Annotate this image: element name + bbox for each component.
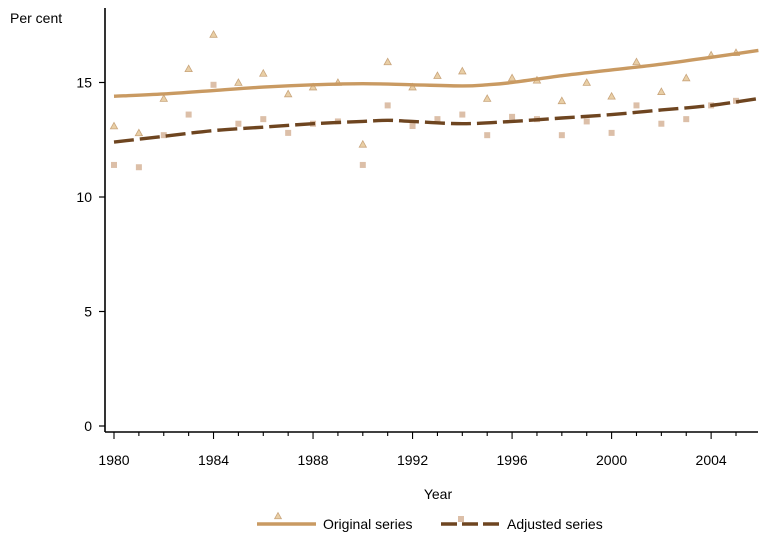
point-original	[582, 78, 591, 86]
point-original	[234, 78, 243, 86]
point-adjusted	[409, 123, 416, 130]
point-original	[209, 29, 218, 38]
axes: 0 5 10 15 1980 1984 1988 1992 1996 2000 2004	[76, 8, 758, 468]
point-adjusted	[111, 161, 117, 168]
trend-line-adjusted	[113, 96, 759, 144]
point-adjusted	[160, 132, 167, 139]
x-tick-label: 1992	[397, 452, 428, 468]
point-adjusted	[509, 113, 516, 120]
legend: Original series Adjusted series	[257, 511, 603, 532]
point-original	[482, 94, 492, 102]
point-adjusted	[683, 116, 690, 123]
legend-label: Adjusted series	[507, 516, 603, 532]
y-tick-label: 10	[76, 189, 92, 205]
point-adjusted	[285, 129, 292, 136]
x-tick-label: 1988	[297, 452, 328, 468]
x-tick-label: 2000	[596, 452, 627, 468]
x-tick-label: 1996	[497, 452, 528, 468]
point-original	[657, 87, 666, 95]
point-adjusted	[633, 102, 640, 109]
point-adjusted	[260, 116, 267, 123]
point-adjusted	[658, 120, 665, 127]
point-adjusted	[384, 102, 391, 109]
y-tick-label: 15	[76, 75, 92, 91]
legend-marker-triangle	[273, 511, 283, 520]
point-original	[159, 94, 169, 102]
point-adjusted	[185, 111, 192, 118]
legend-item-1: Original series	[257, 511, 412, 532]
point-original	[557, 96, 567, 105]
x-axis-label: Year	[424, 486, 453, 502]
point-original	[458, 66, 467, 75]
point-adjusted	[434, 116, 441, 123]
point-adjusted	[135, 164, 142, 171]
series-1	[109, 29, 759, 148]
point-adjusted	[558, 132, 565, 139]
x-tick-label: 1980	[98, 452, 129, 468]
point-original	[109, 121, 119, 130]
x-tick-label: 2004	[696, 452, 727, 468]
point-original	[433, 71, 442, 79]
point-adjusted	[459, 111, 466, 118]
point-adjusted	[210, 81, 217, 88]
point-original	[632, 57, 641, 66]
point-original	[383, 57, 392, 66]
trend-line-original	[113, 48, 759, 98]
legend-marker-square	[458, 516, 464, 522]
legend-label: Original series	[323, 516, 412, 532]
legend-item-2: Adjusted series	[441, 516, 603, 532]
point-original	[681, 73, 691, 82]
point-original	[308, 82, 318, 91]
x-tick-label: 1984	[198, 452, 229, 468]
y-axis-label: Per cent	[10, 10, 62, 26]
data-marks	[109, 29, 759, 171]
point-original	[408, 82, 417, 91]
point-adjusted	[484, 132, 491, 139]
point-original	[358, 139, 368, 148]
point-adjusted	[583, 118, 590, 125]
point-original	[283, 89, 293, 98]
point-adjusted	[608, 129, 615, 136]
point-original	[134, 128, 144, 137]
point-original	[184, 64, 193, 73]
point-original	[507, 73, 517, 82]
series-2	[111, 81, 759, 171]
point-original	[607, 91, 616, 100]
point-original	[259, 68, 268, 77]
point-adjusted	[235, 120, 242, 127]
y-tick-label: 5	[84, 304, 92, 320]
y-tick-label: 0	[84, 418, 92, 434]
point-adjusted	[359, 161, 366, 168]
